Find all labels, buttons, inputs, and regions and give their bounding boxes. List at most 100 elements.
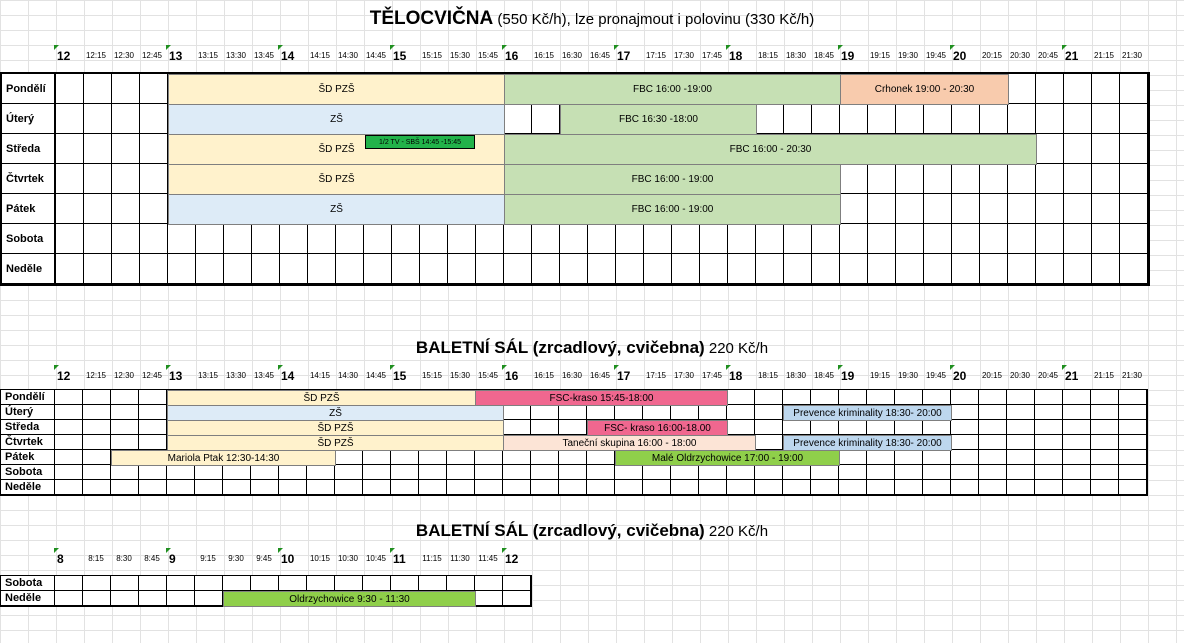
time-cell[interactable] — [112, 74, 140, 104]
time-cell[interactable] — [83, 405, 111, 420]
time-cell[interactable] — [167, 480, 195, 495]
time-cell[interactable] — [1008, 194, 1036, 224]
time-cell[interactable] — [615, 405, 643, 420]
time-cell[interactable] — [699, 465, 727, 480]
time-cell[interactable] — [867, 450, 895, 465]
time-cell[interactable] — [755, 390, 783, 405]
time-cell[interactable] — [1035, 405, 1063, 420]
time-cell[interactable] — [784, 104, 812, 134]
time-cell[interactable] — [55, 420, 83, 435]
time-cell[interactable] — [727, 480, 755, 495]
time-cell[interactable] — [55, 390, 83, 405]
time-cell[interactable] — [559, 450, 587, 465]
time-cell[interactable] — [951, 420, 979, 435]
time-cell[interactable] — [251, 465, 279, 480]
half-gym-booking[interactable]: 1/2 TV - SBŠ 14:45 -15:45 — [365, 135, 475, 149]
time-cell[interactable] — [756, 104, 784, 134]
time-cell[interactable] — [896, 194, 924, 224]
time-cell[interactable] — [867, 390, 895, 405]
time-cell[interactable] — [1119, 435, 1147, 450]
time-cell[interactable] — [83, 465, 111, 480]
time-cell[interactable] — [840, 164, 868, 194]
time-cell[interactable] — [140, 224, 168, 254]
time-cell[interactable] — [783, 390, 811, 405]
time-cell[interactable] — [83, 435, 111, 450]
time-cell[interactable] — [84, 104, 112, 134]
time-cell[interactable] — [615, 465, 643, 480]
time-cell[interactable] — [755, 420, 783, 435]
time-cell[interactable] — [1035, 420, 1063, 435]
time-cell[interactable] — [643, 480, 671, 495]
time-cell[interactable] — [503, 420, 531, 435]
booking-block[interactable]: Crhonek 19:00 - 20:30 — [840, 74, 1009, 105]
time-cell[interactable] — [756, 224, 784, 254]
time-cell[interactable] — [811, 480, 839, 495]
time-cell[interactable] — [952, 104, 980, 134]
time-cell[interactable] — [363, 576, 391, 591]
time-cell[interactable] — [700, 224, 728, 254]
time-cell[interactable] — [1120, 224, 1148, 254]
time-cell[interactable] — [167, 465, 195, 480]
time-cell[interactable] — [1091, 405, 1119, 420]
time-cell[interactable] — [196, 224, 224, 254]
time-cell[interactable] — [979, 405, 1007, 420]
time-cell[interactable] — [83, 576, 111, 591]
time-cell[interactable] — [951, 435, 979, 450]
time-cell[interactable] — [363, 465, 391, 480]
time-cell[interactable] — [84, 74, 112, 104]
time-cell[interactable] — [727, 465, 755, 480]
time-cell[interactable] — [84, 224, 112, 254]
time-cell[interactable] — [56, 104, 84, 134]
time-cell[interactable] — [476, 254, 504, 284]
time-cell[interactable] — [840, 254, 868, 284]
time-cell[interactable] — [139, 435, 167, 450]
time-cell[interactable] — [951, 390, 979, 405]
time-cell[interactable] — [475, 450, 503, 465]
time-cell[interactable] — [923, 480, 951, 495]
time-cell[interactable] — [1120, 194, 1148, 224]
time-cell[interactable] — [839, 480, 867, 495]
time-cell[interactable] — [168, 224, 196, 254]
time-cell[interactable] — [643, 465, 671, 480]
time-cell[interactable] — [671, 465, 699, 480]
time-cell[interactable] — [1035, 450, 1063, 465]
time-cell[interactable] — [811, 420, 839, 435]
time-cell[interactable] — [223, 576, 251, 591]
booking-block[interactable]: FBC 16:30 -18:00 — [560, 104, 757, 135]
time-cell[interactable] — [307, 480, 335, 495]
time-cell[interactable] — [1091, 390, 1119, 405]
time-cell[interactable] — [644, 254, 672, 284]
time-cell[interactable] — [1063, 420, 1091, 435]
time-cell[interactable] — [979, 450, 1007, 465]
time-cell[interactable] — [391, 576, 419, 591]
time-cell[interactable] — [140, 164, 168, 194]
time-cell[interactable] — [504, 224, 532, 254]
time-cell[interactable] — [755, 480, 783, 495]
time-cell[interactable] — [1063, 405, 1091, 420]
time-cell[interactable] — [643, 405, 671, 420]
time-cell[interactable] — [923, 450, 951, 465]
time-cell[interactable] — [1120, 104, 1148, 134]
time-cell[interactable] — [195, 480, 223, 495]
booking-block[interactable]: ZŠ — [168, 194, 505, 225]
time-cell[interactable] — [503, 576, 531, 591]
time-cell[interactable] — [1091, 480, 1119, 495]
booking-block[interactable]: ŠD PZŠ — [168, 164, 505, 195]
time-cell[interactable] — [1007, 480, 1035, 495]
time-cell[interactable] — [55, 591, 83, 606]
time-cell[interactable] — [559, 480, 587, 495]
time-cell[interactable] — [980, 164, 1008, 194]
time-cell[interactable] — [924, 254, 952, 284]
time-cell[interactable] — [867, 465, 895, 480]
time-cell[interactable] — [56, 194, 84, 224]
time-cell[interactable] — [1091, 465, 1119, 480]
time-cell[interactable] — [56, 164, 84, 194]
time-cell[interactable] — [1036, 74, 1064, 104]
time-cell[interactable] — [504, 254, 532, 284]
time-cell[interactable] — [168, 254, 196, 284]
time-cell[interactable] — [111, 435, 139, 450]
time-cell[interactable] — [391, 465, 419, 480]
time-cell[interactable] — [335, 450, 363, 465]
time-cell[interactable] — [83, 480, 111, 495]
time-cell[interactable] — [1063, 390, 1091, 405]
